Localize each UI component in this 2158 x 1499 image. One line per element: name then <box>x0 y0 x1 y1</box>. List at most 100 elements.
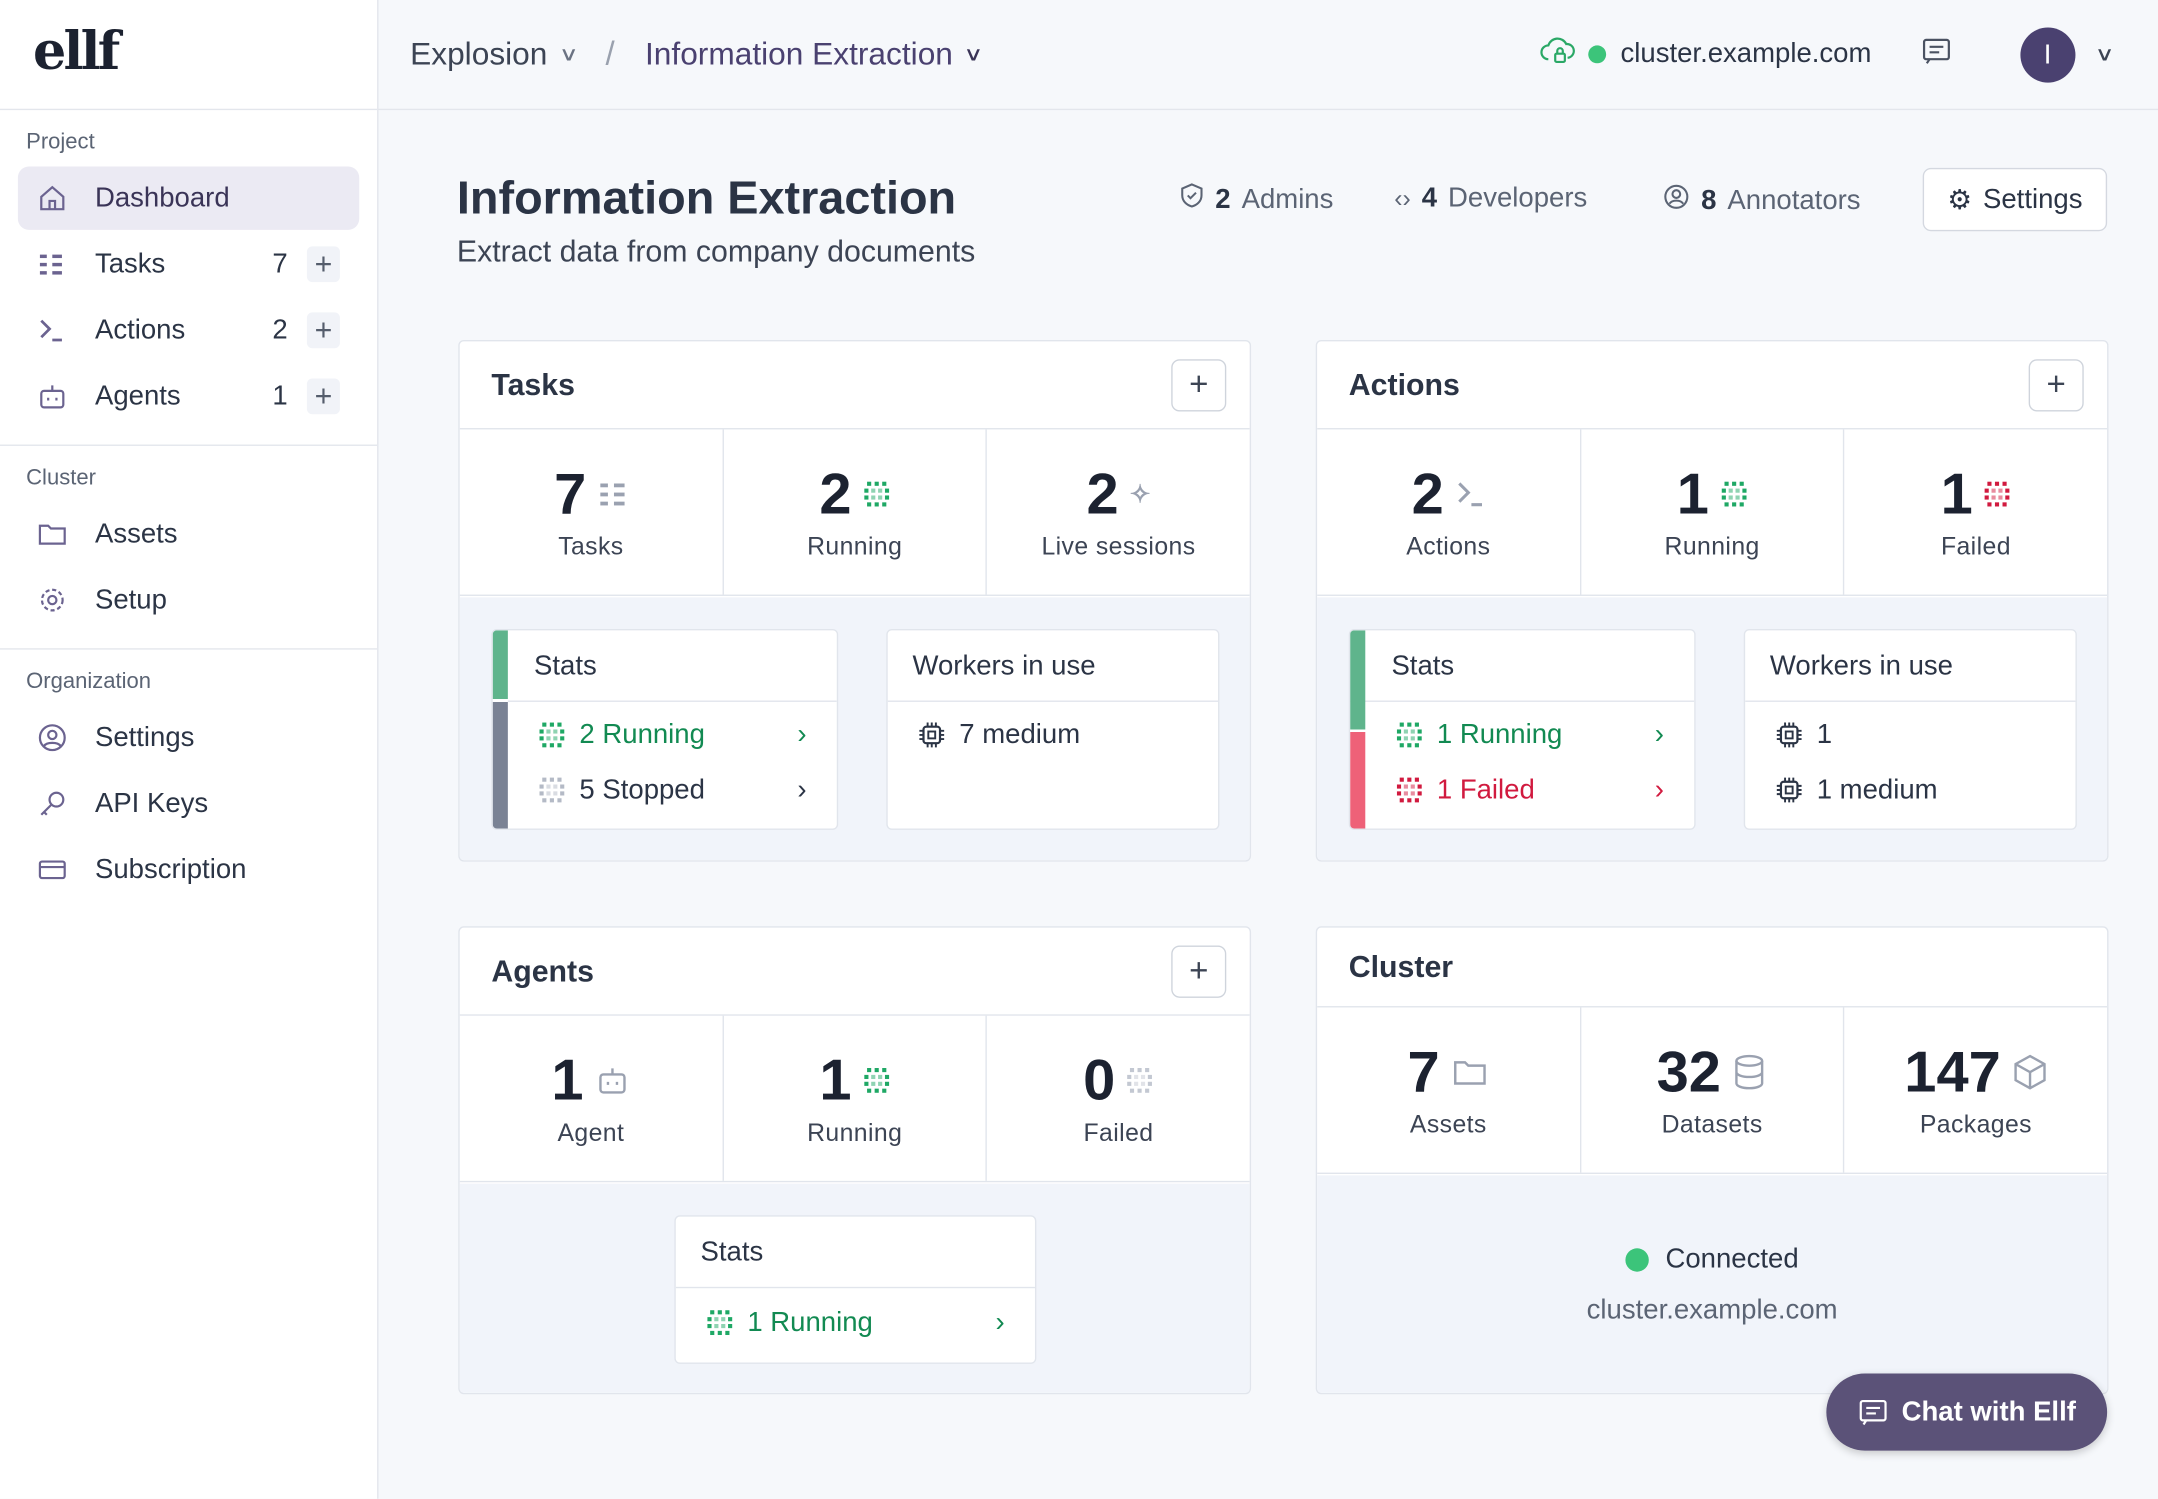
card-title: Actions <box>1348 366 1460 402</box>
stat-value: 2 <box>819 460 852 526</box>
sidebar-item-actions[interactable]: Actions 2 + <box>18 299 359 362</box>
running-icon <box>706 1309 734 1337</box>
sidebar-item-label: API Keys <box>94 787 209 819</box>
breadcrumb-separator: / <box>605 35 615 73</box>
cluster-status-dot <box>1588 45 1607 64</box>
avatar[interactable]: I <box>2020 26 2076 82</box>
stat-datasets[interactable]: 32 Datasets <box>1581 1007 1845 1173</box>
add-task-button[interactable]: + <box>306 246 340 283</box>
ellf-logo[interactable]: ellf <box>0 0 378 111</box>
add-agent-button[interactable]: + <box>306 378 340 415</box>
stat-label: Datasets <box>1661 1109 1763 1138</box>
sidebar-item-dashboard[interactable]: Dashboard <box>17 166 360 230</box>
row-text: 5 Stopped <box>579 774 705 805</box>
failed-row[interactable]: 1 Failed › <box>1350 762 1694 817</box>
failed-icon <box>1396 776 1424 804</box>
stat-failed[interactable]: 0 Failed <box>987 1016 1249 1181</box>
chat-label: Chat with Ellf <box>1901 1396 2076 1427</box>
row-text: 1 Failed <box>1436 774 1535 805</box>
stat-running[interactable]: 1 Running <box>723 1015 988 1181</box>
credit-card-icon <box>37 855 73 885</box>
stat-actions[interactable]: 2 Actions <box>1317 429 1581 595</box>
sidebar-item-tasks[interactable]: Tasks 7 + <box>18 233 359 296</box>
settings-button[interactable]: ⚙ Settings <box>1922 167 2108 232</box>
chevron-down-icon: ∨ <box>558 42 579 65</box>
panel-title: Workers in use <box>887 630 1219 702</box>
stat-value: 7 <box>1407 1038 1440 1104</box>
sidebar-item-label: Agents <box>94 380 181 411</box>
stopped-row[interactable]: 5 Stopped › <box>493 762 837 817</box>
developers-count[interactable]: ‹› 4 Developers <box>1394 183 1587 215</box>
stat-tasks[interactable]: 7 Tasks <box>460 429 724 595</box>
stat-packages[interactable]: 147 Packages <box>1845 1007 2107 1172</box>
add-action-button[interactable]: + <box>306 312 340 349</box>
sidebar-item-api-keys[interactable]: API Keys <box>18 772 359 835</box>
gear-icon <box>37 585 73 615</box>
stat-label: Live sessions <box>1041 531 1196 560</box>
actions-card: Actions + 2 Actions 1 Running 1 Failed Stats… <box>1315 339 2109 862</box>
settings-label: Settings <box>1983 183 2083 215</box>
project-switcher[interactable]: Information Extraction ∨ <box>645 35 984 73</box>
annotators-count[interactable]: 8 Annotators <box>1663 183 1861 219</box>
stat-value: 1 <box>1940 460 1973 526</box>
status-dot <box>1625 1248 1649 1272</box>
section-label-project: Project <box>26 130 95 155</box>
running-row[interactable]: 1 Running › <box>1350 707 1694 762</box>
agents-card: Agents + 1 Agent 1 Running 0 Failed Stats 1 … <box>458 926 1252 1395</box>
row-text: 1 medium <box>1816 774 1938 805</box>
user-circle-icon <box>1663 183 1691 219</box>
chevron-down-icon[interactable]: ∨ <box>2094 42 2115 65</box>
add-action-button[interactable]: + <box>2028 358 2084 411</box>
admins-label: Admins <box>1241 183 1334 215</box>
stat-value: 1 <box>1676 460 1709 526</box>
project-name: Information Extraction <box>645 35 953 72</box>
stat-label: Running <box>807 1118 903 1146</box>
divider <box>0 648 378 650</box>
chevron-right-icon: › <box>1654 719 1664 750</box>
sidebar-item-label: Settings <box>94 721 195 753</box>
worker-row: 7 medium <box>888 707 1218 762</box>
stat-agents[interactable]: 1 Agent <box>460 1015 724 1181</box>
sidebar-item-agents[interactable]: Agents 1 + <box>18 365 359 428</box>
stat-label: Running <box>807 531 903 560</box>
chat-button[interactable]: Chat with Ellf <box>1826 1373 2108 1451</box>
add-agent-button[interactable]: + <box>1171 944 1227 998</box>
cluster-host: cluster.example.com <box>1586 1295 1838 1326</box>
admins-count[interactable]: 2 Admins <box>1179 183 1333 216</box>
running-icon <box>863 480 891 508</box>
panel-title: Stats <box>675 1217 1035 1289</box>
card-title: Agents <box>491 953 594 988</box>
stat-label: Tasks <box>558 531 624 560</box>
sidebar-item-setup[interactable]: Setup <box>18 568 359 631</box>
panel-title: Stats <box>1350 630 1695 702</box>
stat-assets[interactable]: 7 Assets <box>1317 1007 1581 1173</box>
failed-icon <box>1126 1066 1154 1094</box>
status-text: Connected <box>1665 1244 1799 1275</box>
stat-running[interactable]: 1 Running <box>1581 429 1845 595</box>
section-label-organization: Organization <box>26 670 152 694</box>
running-row[interactable]: 1 Running › <box>676 1295 1035 1350</box>
cluster-host[interactable]: cluster.example.com <box>1620 38 1872 69</box>
stat-value: 1 <box>551 1046 584 1112</box>
org-switcher[interactable]: Explosion ∨ <box>410 36 579 73</box>
stat-failed[interactable]: 1 Failed <box>1845 429 2107 594</box>
stats-panel: Stats 1 Running › 1 Failed › <box>1348 628 1696 830</box>
messages-icon[interactable] <box>1921 35 1951 74</box>
tasks-icon <box>37 250 73 278</box>
running-icon <box>1396 721 1424 749</box>
add-task-button[interactable]: + <box>1171 358 1227 411</box>
running-row[interactable]: 2 Running › <box>493 707 837 762</box>
home-icon <box>37 183 73 213</box>
sidebar-item-subscription[interactable]: Subscription <box>18 838 359 901</box>
status-bar <box>492 630 508 829</box>
tasks-count: 7 <box>272 248 288 279</box>
row-text: 7 medium <box>959 719 1081 750</box>
stat-running[interactable]: 2 Running <box>723 429 988 595</box>
worker-row: 1 medium <box>1745 762 2075 817</box>
row-text: 1 <box>1816 719 1833 750</box>
sidebar-item-assets[interactable]: Assets <box>18 502 359 565</box>
sidebar-item-settings[interactable]: Settings <box>18 706 359 769</box>
actions-count: 2 <box>272 314 288 345</box>
annotators-number: 8 <box>1701 185 1717 216</box>
stat-live-sessions[interactable]: 2 ✧ Live sessions <box>987 429 1249 594</box>
